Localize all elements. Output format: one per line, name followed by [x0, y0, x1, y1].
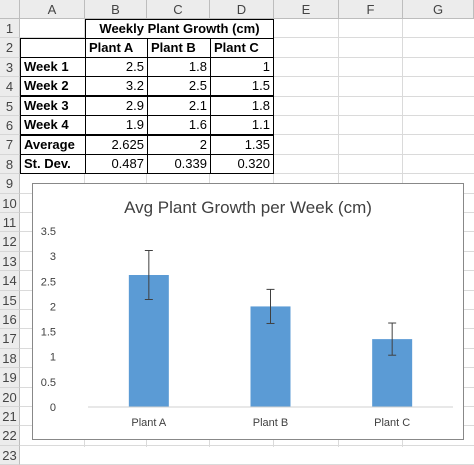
y-tick-label: 1 — [50, 352, 56, 364]
column-header-e[interactable]: E — [274, 0, 339, 19]
table-cell[interactable]: 1.1 — [210, 115, 274, 136]
table-cell[interactable]: 0.487 — [85, 154, 148, 174]
table-cell[interactable]: 1.8 — [147, 57, 211, 77]
table-cell[interactable]: 2.5 — [147, 76, 211, 97]
row-header-9[interactable]: 9 — [0, 174, 20, 194]
column-header-c[interactable]: C — [147, 0, 210, 19]
row-header-21[interactable]: 21 — [0, 407, 20, 427]
y-tick-label: 2 — [50, 301, 56, 313]
row-label-week-1[interactable]: Week 1 — [20, 57, 86, 77]
row-label-week-2[interactable]: Week 2 — [20, 76, 86, 97]
row-label-st-dev-[interactable]: St. Dev. — [20, 154, 86, 174]
table-cell[interactable]: 2.9 — [85, 95, 148, 116]
row-header-22[interactable]: 22 — [0, 426, 20, 446]
row-header-10[interactable]: 10 — [0, 193, 20, 213]
table-cell[interactable]: 1.6 — [147, 115, 211, 136]
error-bar-plant-c — [388, 322, 397, 356]
row-header-20[interactable]: 20 — [0, 387, 20, 407]
y-tick-label: 2.5 — [41, 276, 56, 288]
error-bar-plant-b — [266, 288, 275, 324]
row-header-19[interactable]: 19 — [0, 368, 20, 388]
y-tick-label: 1.5 — [41, 327, 56, 339]
x-tick-label: Plant C — [374, 417, 410, 429]
row-header-6[interactable]: 6 — [0, 116, 20, 136]
table-cell[interactable]: 3.2 — [85, 76, 148, 97]
table-cell[interactable]: 0.339 — [147, 154, 211, 174]
table-cell[interactable]: 1.8 — [210, 95, 274, 116]
x-tick-label: Plant B — [253, 417, 288, 429]
row-header-15[interactable]: 15 — [0, 290, 20, 310]
table-cell[interactable]: 0.320 — [210, 154, 274, 174]
error-bar-plant-a — [144, 250, 153, 300]
x-axis: Plant A Plant B Plant C — [88, 406, 453, 429]
chart-title: Avg Plant Growth per Week (cm) — [124, 198, 372, 217]
table-cell[interactable]: 2.1 — [147, 95, 211, 116]
row-label-week-4[interactable]: Week 4 — [20, 115, 86, 136]
column-header-g[interactable]: G — [403, 0, 474, 19]
y-tick-label: 3 — [50, 251, 56, 263]
row-header-16[interactable]: 16 — [0, 310, 20, 330]
x-tick-label: Plant A — [131, 417, 167, 429]
header-plant-c[interactable]: Plant C — [210, 38, 274, 58]
chart-canvas: Avg Plant Growth per Week (cm) 0 0.5 1 1.5 2… — [41, 198, 453, 429]
row-header-18[interactable]: 18 — [0, 348, 20, 369]
column-header-f[interactable]: F — [339, 0, 403, 19]
table-cell[interactable]: 1.35 — [210, 134, 274, 155]
column-header-b[interactable]: B — [85, 0, 147, 19]
grid-line — [20, 444, 474, 446]
y-tick-label: 0 — [50, 402, 56, 414]
cell-a2[interactable] — [20, 38, 86, 58]
table-cell[interactable]: 2.5 — [85, 57, 148, 77]
y-axis: 0 0.5 1 1.5 2 2.5 3 3.5 — [41, 226, 56, 414]
select-all-corner[interactable] — [0, 0, 20, 19]
row-label-average[interactable]: Average — [20, 134, 86, 155]
row-header-5[interactable]: 5 — [0, 96, 20, 116]
row-header-17[interactable]: 17 — [0, 329, 20, 349]
row-header-23[interactable]: 23 — [0, 445, 20, 465]
table-cell[interactable]: 2 — [147, 134, 211, 155]
table-cell[interactable]: 1.9 — [85, 115, 148, 136]
row-header-2[interactable]: 2 — [0, 38, 20, 58]
y-tick-label: 3.5 — [41, 226, 56, 238]
row-header-3[interactable]: 3 — [0, 57, 20, 78]
column-header-d[interactable]: D — [210, 0, 274, 19]
row-header-1[interactable]: 1 — [0, 19, 20, 39]
row-header-14[interactable]: 14 — [0, 271, 20, 291]
row-header-7[interactable]: 7 — [0, 135, 20, 155]
row-label-week-3[interactable]: Week 3 — [20, 95, 86, 116]
y-tick-label: 0.5 — [41, 377, 56, 389]
table-cell[interactable]: 2.625 — [85, 134, 148, 155]
row-header-4[interactable]: 4 — [0, 77, 20, 97]
row-header-13[interactable]: 13 — [0, 251, 20, 272]
bar-chart[interactable]: Avg Plant Growth per Week (cm) 0 0.5 1 1.5 2… — [32, 183, 464, 440]
row-header-8[interactable]: 8 — [0, 154, 20, 175]
row-header-11[interactable]: 11 — [0, 213, 20, 233]
header-plant-b[interactable]: Plant B — [147, 38, 211, 58]
column-header-a[interactable]: A — [20, 0, 85, 19]
table-cell[interactable]: 1.5 — [210, 76, 274, 97]
table-title-cell[interactable]: Weekly Plant Growth (cm) — [85, 19, 274, 39]
header-plant-a[interactable]: Plant A — [85, 38, 148, 58]
bars — [128, 250, 413, 407]
table-cell[interactable]: 1 — [210, 57, 274, 77]
row-header-12[interactable]: 12 — [0, 232, 20, 252]
